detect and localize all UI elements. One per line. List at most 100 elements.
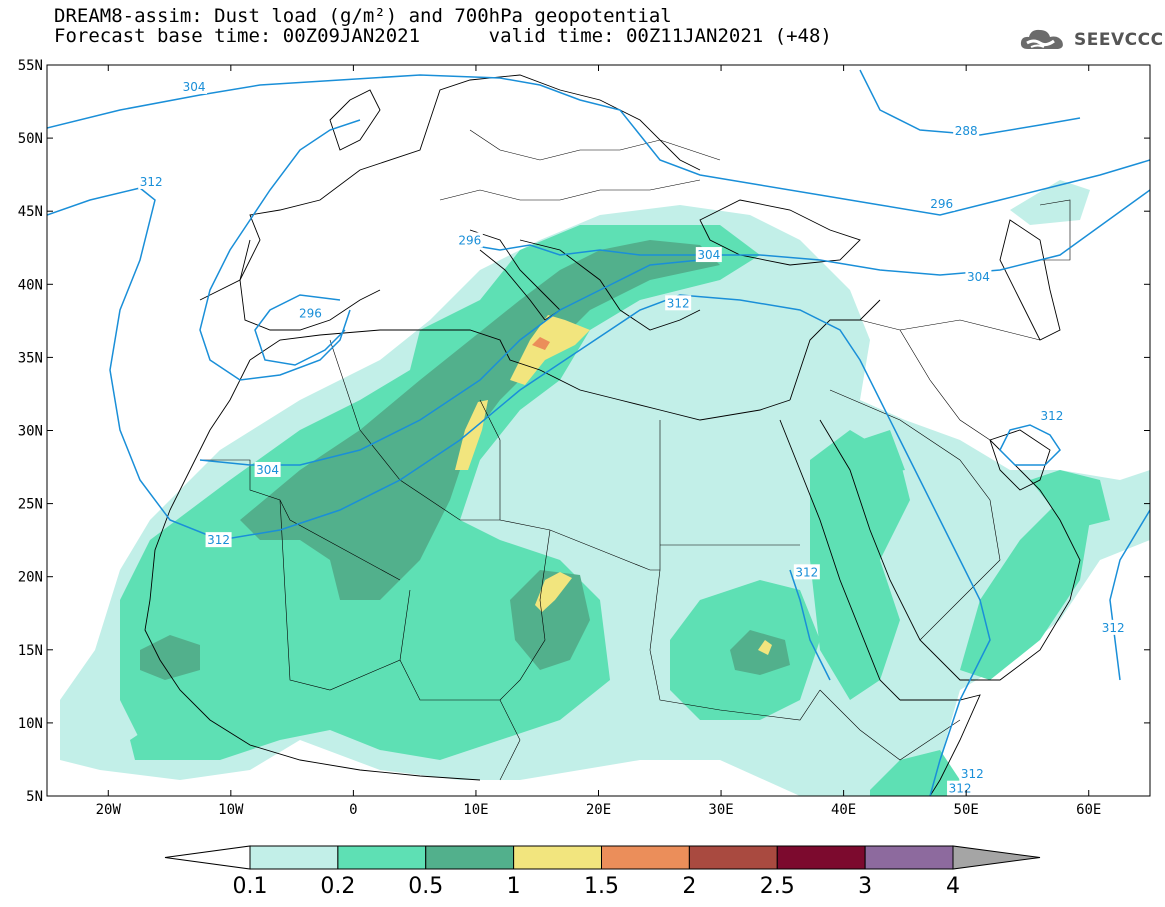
contour-312-africa [789, 569, 831, 681]
border-algeria [329, 339, 501, 521]
coast-uk [329, 89, 381, 151]
contour-label: 312 [207, 533, 230, 547]
colorbar-label: 2 [682, 874, 696, 899]
contour-label-bg [181, 78, 208, 94]
contour-label: 304 [256, 463, 279, 477]
lat-tick-label: 5N [26, 789, 43, 805]
contour-label: 304 [967, 270, 990, 284]
contour-label: 296 [299, 307, 322, 321]
contour-label: 304 [697, 248, 720, 262]
lat-tick-label: 50N [18, 131, 43, 147]
contour-label: 312 [949, 782, 972, 796]
contour-label-bg [793, 564, 820, 580]
contour-label-bg [928, 195, 955, 211]
coast-iberia [239, 239, 381, 331]
contour-label: 304 [183, 80, 206, 94]
contour-label-bg [665, 295, 692, 311]
longitude-axis: 20W 10W 0 10E 20E 30E 40E 50E 60E [96, 65, 1101, 818]
border-europe-1 [439, 179, 701, 201]
colorbar-swatch [776, 845, 866, 870]
lat-tick-label: 55N [18, 58, 43, 74]
colorbar-swatch [513, 845, 602, 870]
contour-label: 312 [795, 565, 818, 579]
coast-levant [789, 299, 881, 401]
contour-label: 312 [1102, 621, 1125, 635]
contour-label: 296 [930, 197, 953, 211]
lat-tick-label: 25N [18, 497, 43, 513]
dust-area-medium-gulf [1030, 470, 1110, 530]
contour-label-bg [959, 766, 986, 782]
colorbar-swatch [337, 845, 427, 870]
border-caucasus [1039, 199, 1071, 261]
plot-subtitle: Forecast base time: 00Z09JAN2021 valid t… [54, 25, 832, 47]
contour-label: 296 [458, 233, 481, 247]
coast-europe [199, 74, 701, 301]
coastlines [144, 74, 1081, 796]
coast-north-africa [249, 329, 791, 421]
contour-label-bg [205, 532, 232, 548]
contour-label-bg [1038, 407, 1065, 423]
seevccc-logo: SEEVCCC [1018, 24, 1164, 56]
colorbar-label: 0.5 [408, 874, 443, 899]
lat-tick-label: 20N [18, 570, 43, 586]
coast-black-sea [699, 199, 861, 266]
colorbar-under-arrow [164, 845, 251, 870]
dust-area-dense-sudan [730, 630, 790, 675]
coast-balkans [519, 239, 701, 331]
colorbar-label: 0.2 [320, 874, 355, 899]
lon-tick-label: 30E [708, 802, 733, 818]
dust-area-dense-niger [510, 570, 590, 670]
border-sahara [200, 459, 401, 581]
contour-label: 312 [1041, 409, 1064, 423]
coast-persian-gulf [989, 429, 1051, 491]
colorbar-swatch [601, 845, 690, 870]
contour-label-bg [254, 461, 281, 477]
dust-area-max [532, 337, 550, 350]
logo-text: SEEVCCC [1074, 30, 1164, 50]
contour-label-bg [695, 247, 722, 263]
latitude-axis: 55N 50N 45N 40N 35N 30N 25N 20N 15N 10N 5N [18, 58, 1150, 805]
border-chad [499, 529, 551, 701]
contour-304-north [47, 74, 1150, 216]
coast-west-africa [144, 359, 481, 781]
country-borders [200, 129, 1071, 781]
colorbar-label: 0.1 [233, 874, 268, 899]
lat-tick-label: 10N [18, 716, 43, 732]
colorbar-label: 1.5 [584, 874, 619, 899]
contour-label: 312 [961, 767, 984, 781]
colorbar-over-arrow [952, 845, 1041, 870]
lon-tick-label: 60E [1076, 802, 1101, 818]
contour-288 [859, 69, 1081, 136]
coast-caspian [999, 219, 1061, 341]
contour-label-bg [965, 268, 992, 284]
contour-label-bg [297, 305, 324, 321]
border-nigeria [399, 659, 521, 781]
colorbar-label: 1 [507, 874, 521, 899]
lon-tick-label: 20E [586, 802, 611, 818]
cloud-icon [1020, 29, 1063, 49]
dust-area-high-tunisia [510, 315, 590, 385]
lat-tick-label: 40N [18, 277, 43, 293]
contour-296-inner [254, 294, 346, 366]
contour-296-iberia [199, 119, 361, 381]
lat-tick-label: 35N [18, 350, 43, 366]
contour-label-bg [1100, 619, 1127, 635]
coast-red-sea [779, 419, 901, 701]
contour-label: 288 [955, 124, 978, 138]
plot-title: DREAM8-assim: Dust load (g/m²) and 700hP… [54, 5, 672, 27]
contour-label: 312 [667, 296, 690, 310]
lon-tick-label: 10E [463, 802, 488, 818]
lat-tick-label: 45N [18, 204, 43, 220]
border-europe-2 [469, 129, 721, 161]
coast-horn-africa [900, 694, 981, 796]
lat-tick-label: 15N [18, 643, 43, 659]
colorbar-swatch [864, 845, 954, 870]
contour-312-west [47, 187, 991, 796]
lon-tick-label: 10W [218, 802, 244, 818]
colorbar-swatch [249, 845, 339, 870]
contour-304-med [199, 259, 701, 466]
contour-label-layer: 3042883122962963043042963123123043123123… [138, 78, 1127, 796]
border-saudi [829, 389, 1001, 641]
colorbar-label: 2.5 [760, 874, 795, 899]
